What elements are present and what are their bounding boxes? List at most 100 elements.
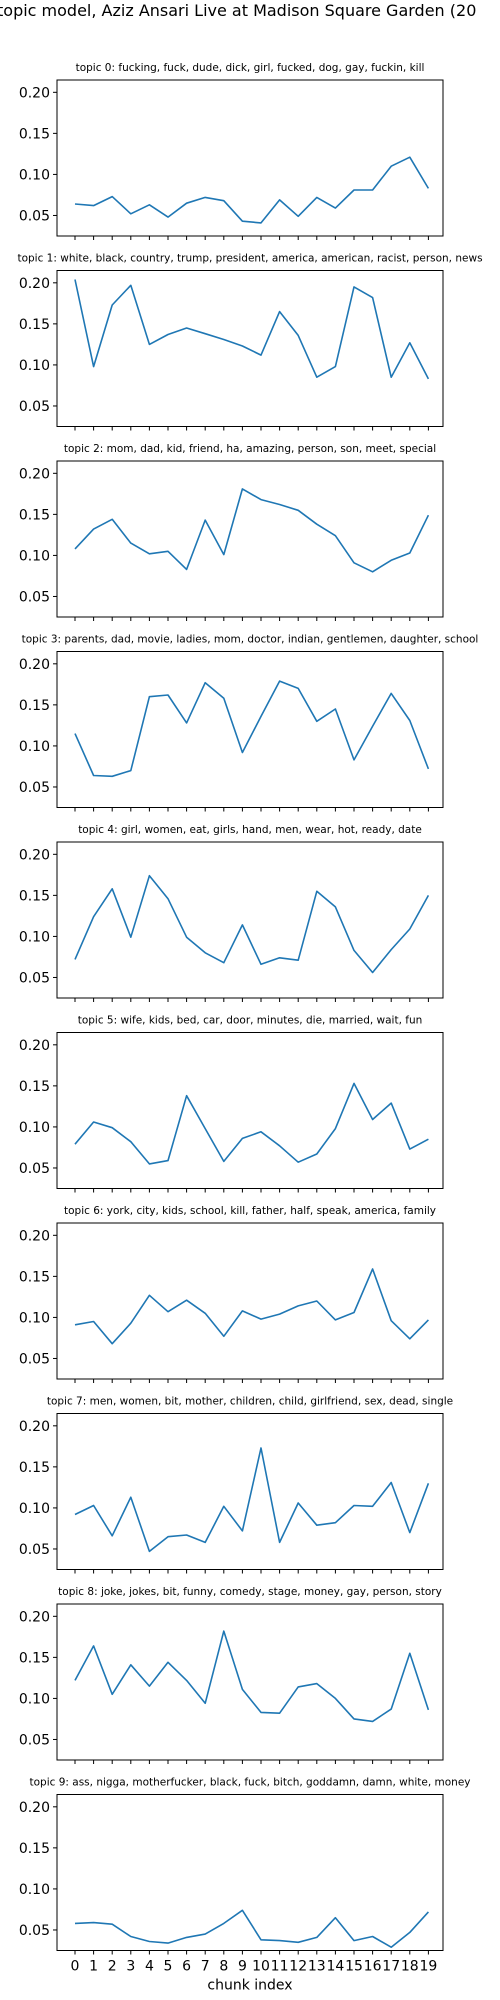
y-tick-label: 0.10 <box>19 929 50 945</box>
plot-frame <box>56 1794 444 1951</box>
topic-panel-2: topic 2: mom, dad, kid, friend, ha, amaz… <box>19 443 444 621</box>
y-tick-label: 0.15 <box>19 507 50 523</box>
panel-title: topic 2: mom, dad, kid, friend, ha, amaz… <box>64 443 436 455</box>
topic-panel-8: topic 8: joke, jokes, bit, funny, comedy… <box>19 1586 444 1764</box>
y-tick-label: 0.20 <box>19 847 50 863</box>
plot-frame <box>56 1603 444 1761</box>
y-tick-label: 0.20 <box>19 466 50 482</box>
y-tick-label: 0.10 <box>19 1310 50 1326</box>
y-tick-label: 0.05 <box>19 399 50 415</box>
panel-title: topic 3: parents, dad, movie, ladies, mo… <box>22 634 479 646</box>
topic-panel-4: topic 4: girl, women, eat, girls, hand, … <box>19 824 444 1002</box>
y-tick-label: 0.05 <box>19 208 50 224</box>
topic-5-series-line <box>74 1082 429 1165</box>
panel-title: topic 7: men, women, bit, mother, childr… <box>47 1396 453 1408</box>
y-tick-label: 0.10 <box>19 358 50 374</box>
topic-panel-6: topic 6: york, city, kids, school, kill,… <box>19 1205 444 1383</box>
y-tick-label: 0.10 <box>19 1691 50 1707</box>
x-tick-label: 15 <box>345 1959 363 1975</box>
x-tick-label: 2 <box>108 1959 117 1975</box>
panel-title: topic 9: ass, nigga, motherfucker, black… <box>29 1777 470 1789</box>
y-tick-label: 0.20 <box>19 85 50 101</box>
plot-frame <box>56 841 444 999</box>
topic-1-series-line <box>74 279 430 380</box>
topic-panel-7: topic 7: men, women, bit, mother, childr… <box>19 1396 453 1574</box>
x-tick-label: 11 <box>271 1959 289 1975</box>
x-tick-label: 10 <box>252 1959 270 1975</box>
x-axis-label: chunk index <box>207 1978 292 1994</box>
x-tick-label: 16 <box>364 1959 382 1975</box>
y-tick-label: 0.05 <box>19 1351 50 1367</box>
y-tick-label: 0.15 <box>19 317 50 333</box>
panel-title: topic 6: york, city, kids, school, kill,… <box>64 1205 436 1217</box>
plot-frame <box>56 79 444 237</box>
x-tick-label: 0 <box>71 1959 80 1975</box>
plot-frame <box>56 270 444 427</box>
y-tick-label: 0.05 <box>19 970 50 986</box>
panel-title: topic 4: girl, women, eat, girls, hand, … <box>78 824 422 836</box>
x-tick-label: 1 <box>89 1959 98 1975</box>
y-tick-label: 0.20 <box>19 657 50 673</box>
plot-frame <box>56 460 444 618</box>
y-tick-label: 0.10 <box>19 548 50 564</box>
x-tick-label: 13 <box>308 1959 326 1975</box>
y-tick-label: 0.15 <box>19 1460 50 1476</box>
x-tick-label: 18 <box>401 1959 419 1975</box>
y-tick-label: 0.15 <box>19 888 50 904</box>
topic-9-series-line <box>74 1909 429 1948</box>
x-tick-label: 4 <box>145 1959 154 1975</box>
y-tick-label: 0.20 <box>19 1038 50 1054</box>
y-tick-label: 0.05 <box>19 780 50 796</box>
y-tick-label: 0.05 <box>19 589 50 605</box>
y-tick-label: 0.15 <box>19 1079 50 1095</box>
topic-0-series-line <box>74 156 430 224</box>
y-tick-label: 0.05 <box>19 1161 50 1177</box>
figure-title: topic model, Aziz Ansari Live at Madison… <box>0 1 476 20</box>
y-tick-label: 0.10 <box>19 167 50 183</box>
panel-title: topic 5: wife, kids, bed, car, door, min… <box>78 1015 423 1027</box>
topic-panel-0: topic 0: fucking, fuck, dude, dick, girl… <box>19 62 444 240</box>
topic-panel-1: topic 1: white, black, country, trump, p… <box>17 253 483 431</box>
plot-frame <box>56 651 444 808</box>
y-tick-label: 0.20 <box>19 276 50 292</box>
y-tick-label: 0.20 <box>19 1609 50 1625</box>
y-tick-label: 0.15 <box>19 126 50 142</box>
plot-frame <box>56 1032 444 1189</box>
y-tick-label: 0.10 <box>19 1501 50 1517</box>
y-tick-label: 0.10 <box>19 739 50 755</box>
y-tick-label: 0.20 <box>19 1419 50 1435</box>
y-tick-label: 0.05 <box>19 1542 50 1558</box>
x-tick-label: 7 <box>201 1959 210 1975</box>
y-tick-label: 0.15 <box>19 698 50 714</box>
y-tick-label: 0.15 <box>19 1269 50 1285</box>
x-tick-label: 8 <box>219 1959 228 1975</box>
y-tick-label: 0.20 <box>19 1228 50 1244</box>
y-tick-label: 0.20 <box>19 1800 50 1816</box>
x-tick-label: 19 <box>419 1959 437 1975</box>
y-tick-label: 0.15 <box>19 1841 50 1857</box>
plot-frame <box>56 1413 444 1570</box>
panel-title: topic 1: white, black, country, trump, p… <box>17 253 482 265</box>
x-tick-label: 3 <box>126 1959 135 1975</box>
panel-title: topic 0: fucking, fuck, dude, dick, girl… <box>76 62 425 74</box>
x-tick-label: 9 <box>238 1959 247 1975</box>
x-tick-label: 12 <box>289 1959 307 1975</box>
panel-title: topic 8: joke, jokes, bit, funny, comedy… <box>58 1586 442 1598</box>
topic-panel-9: topic 9: ass, nigga, motherfucker, black… <box>19 1777 471 1994</box>
x-tick-label: 14 <box>326 1959 344 1975</box>
y-tick-label: 0.10 <box>19 1120 50 1136</box>
plot-frame <box>56 1222 444 1380</box>
topic-2-series-line <box>74 488 430 573</box>
topic-3-series-line <box>74 680 430 778</box>
topic-panel-3: topic 3: parents, dad, movie, ladies, mo… <box>19 634 479 812</box>
topic-7-series-line <box>74 1447 430 1553</box>
y-tick-label: 0.10 <box>19 1882 50 1898</box>
topic-8-series-line <box>74 1630 430 1723</box>
topic-6-series-line <box>74 1268 429 1345</box>
x-tick-label: 17 <box>382 1959 400 1975</box>
x-tick-label: 5 <box>164 1959 173 1975</box>
y-tick-label: 0.15 <box>19 1650 50 1666</box>
topic-panel-5: topic 5: wife, kids, bed, car, door, min… <box>19 1015 444 1193</box>
y-tick-label: 0.05 <box>19 1732 50 1748</box>
